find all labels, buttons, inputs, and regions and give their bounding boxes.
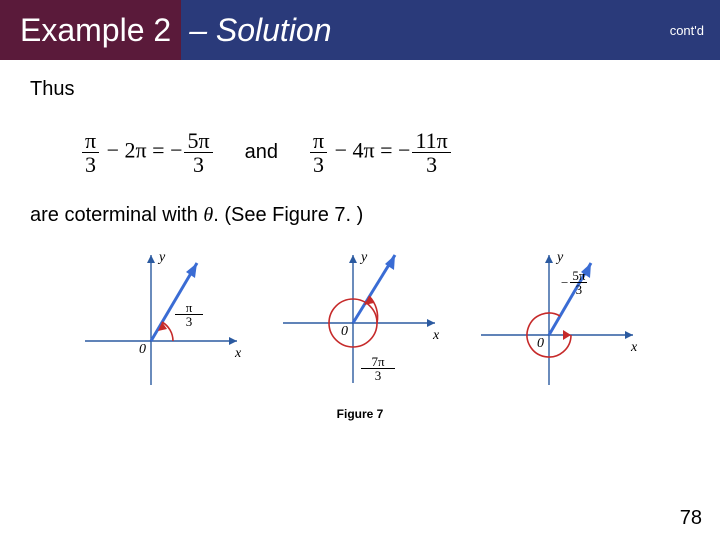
equation-row: π3 − 2π = −5π3 and π3 − 4π = −11π3 [30, 129, 690, 176]
coterminal-text: are coterminal with θ. (See Figure 7. ) [30, 204, 690, 227]
title-bar: Example 2 – Solution cont'd [0, 0, 720, 60]
title-example: Example 2 [0, 0, 181, 60]
svg-text:0: 0 [341, 324, 348, 339]
and-text: and [245, 141, 278, 164]
thus-text: Thus [30, 78, 690, 101]
title-solution-text: – Solution [189, 12, 331, 49]
svg-text:y: y [157, 250, 166, 265]
svg-text:0: 0 [139, 342, 146, 357]
svg-text:y: y [555, 250, 564, 265]
eq1: π3 − 2π = −5π3 [80, 129, 215, 176]
figure-1: 0 x y π 3 [77, 245, 247, 393]
eq2: π3 − 4π = −11π3 [308, 129, 453, 176]
svg-text:y: y [359, 250, 368, 265]
figure-row: 0 x y π 3 0 x y [30, 245, 690, 393]
svg-text:x: x [432, 328, 440, 343]
svg-text:x: x [234, 346, 242, 361]
title-solution: – Solution cont'd [181, 0, 720, 60]
contd-label: cont'd [670, 23, 704, 38]
figure-3: 0 x y − 5π 3 [473, 245, 643, 393]
figure-caption: Figure 7 [30, 407, 690, 421]
figure-2: 0 x y 7π 3 [275, 245, 445, 393]
page-number: 78 [680, 507, 702, 530]
content-area: Thus π3 − 2π = −5π3 and π3 − 4π = −11π3 … [0, 60, 720, 421]
svg-text:0: 0 [537, 336, 544, 351]
svg-text:x: x [630, 340, 638, 355]
